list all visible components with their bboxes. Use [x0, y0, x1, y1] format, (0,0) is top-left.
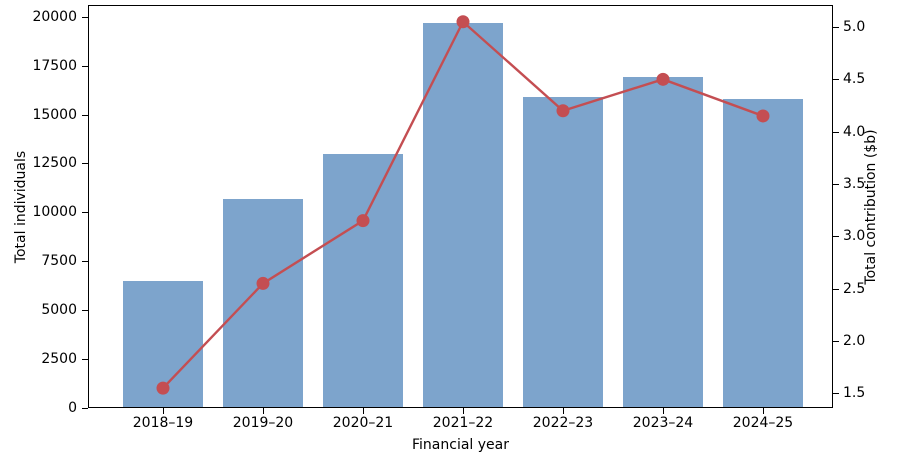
- x-tick: [563, 408, 564, 414]
- y-tick-label-right: 5.0: [843, 18, 866, 35]
- y-tick-label-left: 17500: [32, 57, 77, 74]
- x-tick-label: 2024–25: [732, 415, 794, 431]
- y-tick-label-right: 4.5: [843, 71, 866, 88]
- y-tick-left: [82, 408, 88, 409]
- y-axis-label-left: Total individuals: [13, 150, 29, 263]
- y-tick-label-right: 4.0: [843, 123, 866, 140]
- y-tick-left: [82, 163, 88, 165]
- y-tick-label-right: 3.5: [843, 175, 866, 192]
- y-tick-right: [833, 131, 839, 133]
- y-tick-right: [833, 393, 839, 395]
- y-tick-right: [833, 26, 839, 28]
- contribution-line: [162, 19, 764, 389]
- y-tick-right: [833, 236, 839, 238]
- x-tick: [663, 408, 664, 414]
- y-tick-label-left: 20000: [32, 8, 77, 25]
- x-tick-label: 2019–20: [232, 415, 294, 431]
- x-tick-label: 2018–19: [132, 415, 194, 431]
- x-tick-label: 2023–24: [632, 415, 694, 431]
- x-tick: [263, 408, 264, 414]
- x-tick-label: 2021–22: [432, 415, 494, 431]
- y-tick-label-left: 5000: [41, 302, 77, 319]
- line-point-2020–21: [356, 214, 370, 228]
- y-tick-label-left: 7500: [41, 253, 77, 270]
- y-tick-right: [833, 79, 839, 81]
- x-axis-label: Financial year: [412, 437, 509, 453]
- y-axis-label-right: Total contribution ($b): [863, 128, 879, 285]
- y-tick-left: [82, 114, 88, 116]
- x-tick-label: 2020–21: [332, 415, 394, 431]
- line-point-2021–22: [456, 15, 470, 29]
- bar-2022–23: [523, 96, 603, 408]
- y-tick-left: [82, 16, 88, 18]
- y-tick-left: [82, 261, 88, 263]
- y-tick-label-right: 2.5: [843, 280, 866, 297]
- bar-2021–22: [423, 22, 503, 408]
- y-tick-left: [82, 359, 88, 361]
- line-point-2024–25: [756, 109, 770, 123]
- bar-2020–21: [323, 153, 403, 408]
- line-point-2018–19: [156, 381, 170, 395]
- bar-2019–20: [223, 198, 303, 408]
- x-tick: [763, 408, 764, 414]
- y-tick-left: [82, 65, 88, 67]
- y-tick-label-left: 15000: [32, 106, 77, 123]
- y-tick-label-left: 0: [68, 400, 77, 416]
- y-tick-label-right: 2.0: [843, 333, 866, 349]
- x-tick: [463, 408, 464, 414]
- y-tick-right: [833, 183, 839, 185]
- y-tick-right: [833, 288, 839, 290]
- y-tick-left: [82, 310, 88, 312]
- y-tick-left: [82, 212, 88, 214]
- line-point-2019–20: [256, 276, 270, 290]
- x-tick: [163, 408, 164, 414]
- y-tick-label-right: 1.5: [843, 385, 866, 402]
- bar-2023–24: [623, 77, 703, 408]
- bar-2024–25: [723, 98, 803, 408]
- x-tick: [363, 408, 364, 414]
- y-tick-label-left: 2500: [41, 351, 77, 368]
- y-tick-label-left: 10000: [32, 204, 77, 221]
- line-point-2022–23: [556, 104, 570, 118]
- line-point-2023–24: [656, 72, 670, 86]
- y-tick-right: [833, 341, 839, 342]
- y-tick-label-right: 3.0: [843, 228, 866, 245]
- y-tick-label-left: 12500: [32, 155, 77, 172]
- x-tick-label: 2022–23: [532, 415, 594, 431]
